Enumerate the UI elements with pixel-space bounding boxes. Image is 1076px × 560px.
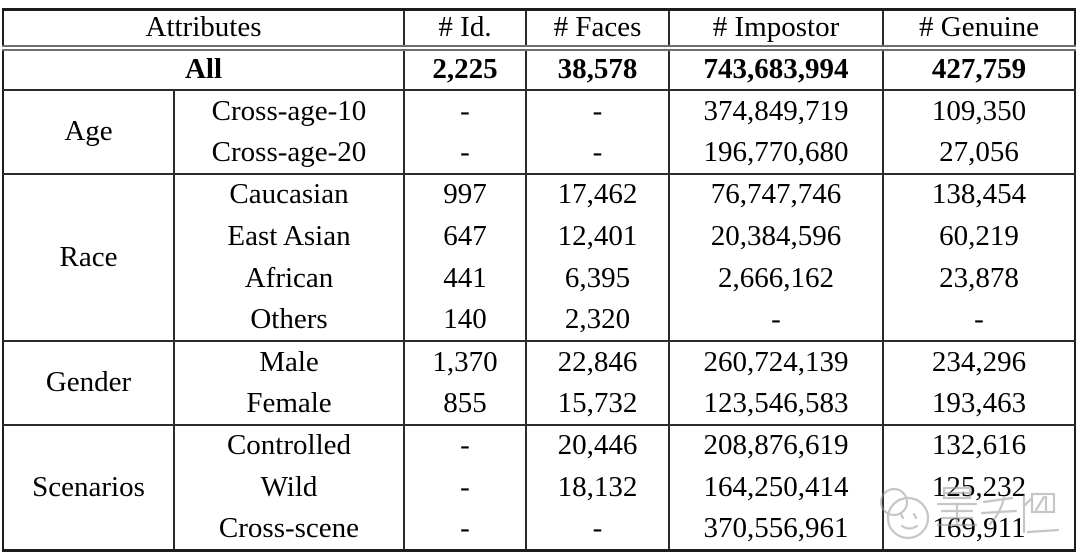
- faces-cell: 2,320: [525, 299, 669, 342]
- id-cell: 441: [403, 257, 526, 300]
- faces-cell: -: [525, 89, 669, 133]
- impostor-cell: 208,876,619: [668, 423, 883, 467]
- all-label: All: [3, 47, 404, 92]
- table-row-others: Others 140 2,320 - -: [3, 299, 1075, 342]
- id-cell: 1,370: [403, 340, 526, 384]
- table-row-all: All 2,225 38,578 743,683,994 427,759: [3, 47, 1075, 92]
- group-label-race: Race: [3, 172, 174, 342]
- attribute-cell: Female: [173, 383, 404, 425]
- genuine-cell: -: [882, 299, 1075, 342]
- table-row-caucasian: Race Caucasian 997 17,462 76,747,746 138…: [3, 172, 1075, 342]
- genuine-cell: 23,878: [882, 257, 1075, 300]
- genuine-cell: 132,616: [882, 423, 1075, 467]
- all-id: 2,225: [403, 47, 526, 92]
- table-row-cross-age-10: Age Cross-age-10 - - 374,849,719 109,350: [3, 89, 1075, 174]
- attribute-cell: African: [173, 257, 404, 300]
- id-cell: -: [403, 89, 526, 133]
- attribute-cell: Male: [173, 340, 404, 384]
- impostor-cell: 374,849,719: [668, 89, 883, 133]
- table-row-cross-age-20: Cross-age-20 - - 196,770,680 27,056: [3, 132, 1075, 174]
- id-cell: -: [403, 132, 526, 174]
- id-cell: 997: [403, 173, 526, 216]
- table-row-wild: Wild - 18,132 164,250,414 125,232: [3, 466, 1075, 509]
- group-label-scenarios: Scenarios: [3, 423, 174, 551]
- all-genuine: 427,759: [882, 47, 1075, 92]
- impostor-cell: 20,384,596: [668, 215, 883, 258]
- attribute-cell: Cross-age-20: [173, 132, 404, 174]
- attribute-cell: Cross-age-10: [173, 89, 404, 133]
- id-cell: 140: [403, 299, 526, 342]
- faces-cell: 22,846: [525, 340, 669, 384]
- genuine-cell: 109,350: [882, 89, 1075, 133]
- col-header-genuine: # Genuine: [882, 9, 1075, 51]
- attribute-cell: Caucasian: [173, 173, 404, 216]
- col-header-attributes: Attributes: [3, 9, 404, 51]
- table-row-female: Female 855 15,732 123,546,583 193,463: [3, 383, 1075, 425]
- id-cell: -: [403, 466, 526, 509]
- genuine-cell: 193,463: [882, 383, 1075, 425]
- dataset-statistics-table: Attributes # Id. # Faces # Impostor # Ge…: [2, 8, 1076, 552]
- impostor-cell: 164,250,414: [668, 466, 883, 509]
- genuine-cell: 125,232: [882, 466, 1075, 509]
- attribute-cell: Others: [173, 299, 404, 342]
- group-label-age: Age: [3, 89, 174, 174]
- impostor-cell: 370,556,961: [668, 508, 883, 551]
- attribute-cell: Cross-scene: [173, 508, 404, 551]
- impostor-cell: 196,770,680: [668, 132, 883, 174]
- all-faces: 38,578: [525, 47, 669, 92]
- all-impostor: 743,683,994: [668, 47, 883, 92]
- faces-cell: -: [525, 508, 669, 551]
- table-row-male: Gender Male 1,370 22,846 260,724,139 234…: [3, 340, 1075, 425]
- impostor-cell: 76,747,746: [668, 173, 883, 216]
- impostor-cell: -: [668, 299, 883, 342]
- table-row-east-asian: East Asian 647 12,401 20,384,596 60,219: [3, 215, 1075, 258]
- group-label-gender: Gender: [3, 340, 174, 425]
- col-header-impostor: # Impostor: [668, 9, 883, 51]
- header-row: Attributes # Id. # Faces # Impostor # Ge…: [3, 9, 1075, 51]
- faces-cell: 12,401: [525, 215, 669, 258]
- impostor-cell: 123,546,583: [668, 383, 883, 425]
- impostor-cell: 2,666,162: [668, 257, 883, 300]
- attribute-cell: Wild: [173, 466, 404, 509]
- attribute-cell: East Asian: [173, 215, 404, 258]
- genuine-cell: 234,296: [882, 340, 1075, 384]
- id-cell: 855: [403, 383, 526, 425]
- genuine-cell: 169,911: [882, 508, 1075, 551]
- genuine-cell: 27,056: [882, 132, 1075, 174]
- impostor-cell: 260,724,139: [668, 340, 883, 384]
- genuine-cell: 60,219: [882, 215, 1075, 258]
- faces-cell: -: [525, 132, 669, 174]
- col-header-faces: # Faces: [525, 9, 669, 51]
- faces-cell: 15,732: [525, 383, 669, 425]
- id-cell: -: [403, 423, 526, 467]
- genuine-cell: 138,454: [882, 173, 1075, 216]
- table-row-african: African 441 6,395 2,666,162 23,878: [3, 257, 1075, 300]
- faces-cell: 6,395: [525, 257, 669, 300]
- faces-cell: 17,462: [525, 173, 669, 216]
- attribute-cell: Controlled: [173, 423, 404, 467]
- id-cell: -: [403, 508, 526, 551]
- faces-cell: 20,446: [525, 423, 669, 467]
- table-row-controlled: Scenarios Controlled - 20,446 208,876,61…: [3, 423, 1075, 551]
- faces-cell: 18,132: [525, 466, 669, 509]
- col-header-id: # Id.: [403, 9, 526, 51]
- id-cell: 647: [403, 215, 526, 258]
